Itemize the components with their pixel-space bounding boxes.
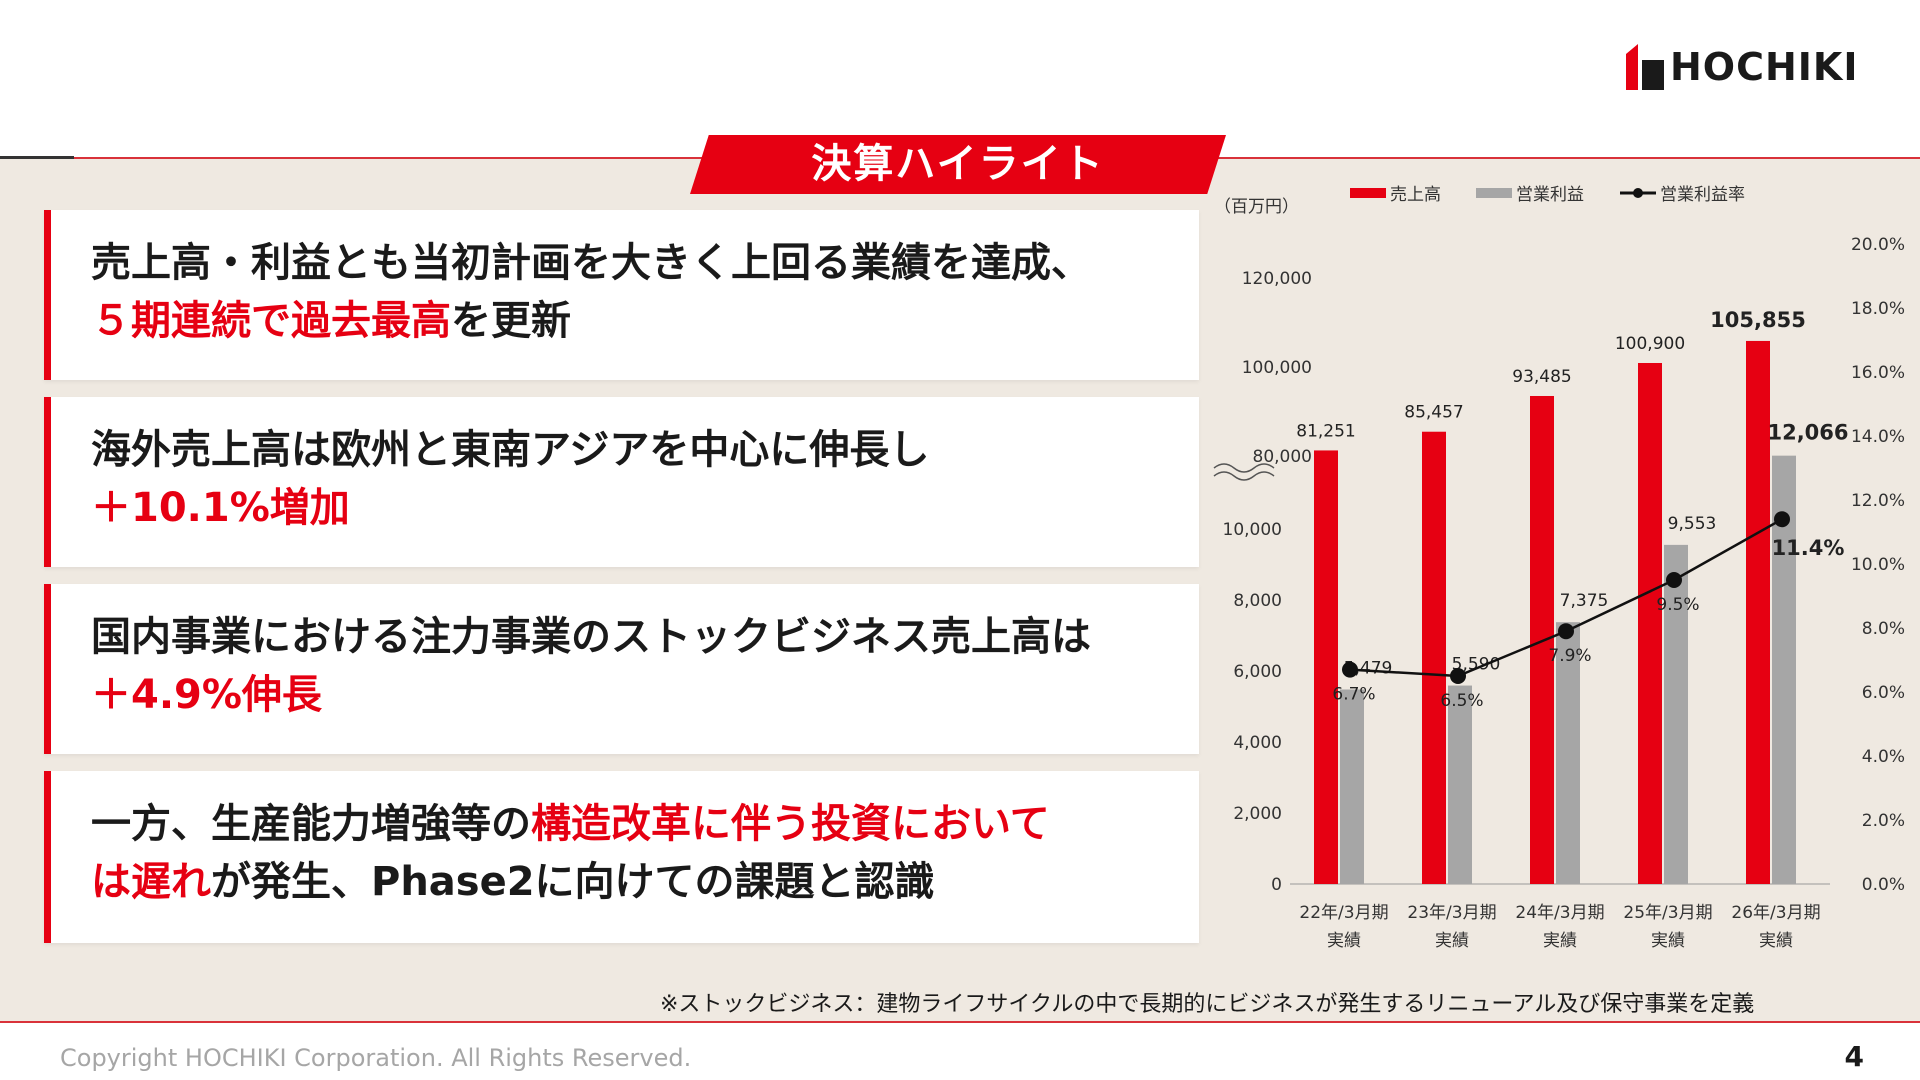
y-tick-label: 0 <box>1271 875 1282 895</box>
top-rule-accent <box>0 156 74 159</box>
x-tick-label: 24年/3月期 <box>1515 903 1604 923</box>
operating-profit-bar <box>1448 685 1472 884</box>
sales-data-label: 85,457 <box>1404 403 1463 423</box>
x-tick-sublabel: 実績 <box>1327 931 1361 951</box>
sales-data-label: 105,855 <box>1710 308 1806 332</box>
operating-margin-data-label: 9.5% <box>1656 595 1699 615</box>
legend-swatch <box>1476 188 1512 198</box>
highlight-emphasis: ＋4.9%伸長 <box>91 672 322 718</box>
operating-profit-data-label: 5,590 <box>1452 655 1501 675</box>
y2-tick-label: 0.0% <box>1862 875 1905 895</box>
highlight-segment: を更新 <box>451 298 571 344</box>
sales-bar <box>1638 362 1662 884</box>
logo-mark-icon <box>1626 44 1664 90</box>
y-tick-label: 10,000 <box>1223 520 1282 540</box>
page-title: 決算ハイライト <box>811 141 1105 187</box>
y2-tick-label: 12.0% <box>1851 491 1905 511</box>
y2-tick-label: 10.0% <box>1851 555 1905 575</box>
operating-profit-data-label: 12,066 <box>1767 421 1848 445</box>
highlight-segment: 国内事業における注力事業のストックビジネス売上高は <box>91 614 1091 660</box>
x-tick-sublabel: 実績 <box>1543 931 1577 951</box>
sales-data-label: 81,251 <box>1296 421 1355 441</box>
y2-tick-label: 16.0% <box>1851 363 1905 383</box>
highlight-card-4: 一方、生産能力増強等の構造改革に伴う投資においては遅れが発生、Phase2に向け… <box>44 771 1199 943</box>
y-tick-label: 4,000 <box>1233 733 1282 753</box>
legend-marker <box>1633 188 1643 198</box>
sales-bar <box>1314 450 1338 884</box>
operating-margin-point <box>1774 511 1790 528</box>
operating-margin-point <box>1558 623 1574 640</box>
y-tick-label: 80,000 <box>1253 447 1312 467</box>
highlight-segment: が発生、Phase2に向けての課題と認識 <box>211 859 935 905</box>
operating-margin-point <box>1450 668 1466 684</box>
highlight-card-2: 海外売上高は欧州と東南アジアを中心に伸長し ＋10.1%増加 <box>44 397 1199 567</box>
highlight-emphasis: ５期連続で過去最高 <box>91 298 451 344</box>
operating-profit-data-label: 9,553 <box>1668 514 1717 534</box>
legend-label: 売上高 <box>1390 185 1441 205</box>
hochiki-logo: HOCHIKI <box>1626 44 1882 90</box>
y2-tick-label: 4.0% <box>1862 747 1905 767</box>
highlight-text-2: 海外売上高は欧州と東南アジアを中心に伸長し ＋10.1%増加 <box>91 421 1179 537</box>
highlight-text-1: 売上高・利益とも当初計画を大きく上回る業績を達成、 ５期連続で過去最高を更新 <box>91 234 1179 350</box>
legend-swatch <box>1350 188 1386 198</box>
legend-label: 営業利益 <box>1516 185 1584 205</box>
sales-bar <box>1422 431 1446 884</box>
logo-text: HOCHIKI <box>1670 45 1859 89</box>
y2-tick-label: 20.0% <box>1851 235 1905 255</box>
y-axis-unit: （百万円） <box>1214 197 1299 217</box>
sales-data-label: 93,485 <box>1512 367 1571 387</box>
x-tick-label: 25年/3月期 <box>1623 903 1712 923</box>
y-tick-label: 8,000 <box>1233 591 1282 611</box>
operating-margin-point <box>1666 572 1682 588</box>
operating-margin-data-label: 6.5% <box>1440 691 1483 711</box>
y-tick-label: 2,000 <box>1233 804 1282 824</box>
highlight-emphasis: は遅れ <box>91 859 211 905</box>
highlight-text-4: 一方、生産能力増強等の構造改革に伴う投資においては遅れが発生、Phase2に向け… <box>91 795 1179 911</box>
y-tick-label: 6,000 <box>1233 662 1282 682</box>
y2-tick-label: 2.0% <box>1862 811 1905 831</box>
operating-profit-bar <box>1340 689 1364 884</box>
operating-profit-bar <box>1664 544 1688 884</box>
operating-margin-point <box>1342 661 1358 678</box>
operating-profit-data-label: 7,375 <box>1560 591 1609 611</box>
bottom-rule <box>0 1021 1920 1023</box>
y2-tick-label: 6.0% <box>1862 683 1905 703</box>
y-tick-label: 100,000 <box>1242 358 1312 378</box>
footnote: ※ストックビジネス：建物ライフサイクルの中で長期的にビジネスが発生するリニューア… <box>660 992 1755 1017</box>
operating-margin-data-label: 7.9% <box>1548 646 1591 666</box>
highlight-segment: 海外売上高は欧州と東南アジアを中心に伸長し <box>91 427 930 473</box>
operating-profit-bar <box>1772 455 1796 884</box>
x-tick-label: 23年/3月期 <box>1407 903 1496 923</box>
y2-tick-label: 14.0% <box>1851 427 1905 447</box>
title-banner <box>690 135 1226 194</box>
axis-break-mark <box>1213 471 1275 481</box>
x-tick-sublabel: 実績 <box>1435 931 1469 951</box>
highlight-emphasis: 構造改革に伴う投資において <box>531 801 1050 847</box>
highlight-card-3: 国内事業における注力事業のストックビジネス売上高は ＋4.9%伸長 <box>44 584 1199 754</box>
x-tick-sublabel: 実績 <box>1759 931 1793 951</box>
operating-margin-data-label: 6.7% <box>1332 685 1375 705</box>
x-tick-label: 22年/3月期 <box>1299 903 1388 923</box>
y2-tick-label: 8.0% <box>1862 619 1905 639</box>
page-number: 4 <box>1844 1040 1864 1073</box>
legend-label: 営業利益率 <box>1660 185 1745 205</box>
axis-break-mark <box>1213 463 1275 473</box>
highlight-card-1: 売上高・利益とも当初計画を大きく上回る業績を達成、 ５期連続で過去最高を更新 <box>44 210 1199 380</box>
earnings-chart: （百万円） 売上高 営業利益 営業利益率 80,000 100,000 120,000 0 2,… <box>1213 185 1905 951</box>
copyright: Copyright HOCHIKI Corporation. All Right… <box>60 1044 692 1072</box>
y2-tick-label: 18.0% <box>1851 299 1905 319</box>
highlight-text-3: 国内事業における注力事業のストックビジネス売上高は ＋4.9%伸長 <box>91 608 1179 724</box>
highlight-segment: 一方、生産能力増強等の <box>91 801 531 847</box>
x-tick-sublabel: 実績 <box>1651 931 1685 951</box>
y-tick-label: 120,000 <box>1242 269 1312 289</box>
sales-bar <box>1746 340 1770 884</box>
operating-profit-bar <box>1556 622 1580 884</box>
highlight-emphasis: ＋10.1%増加 <box>91 485 350 531</box>
operating-margin-data-label: 11.4% <box>1772 536 1845 560</box>
sales-data-label: 100,900 <box>1615 334 1685 354</box>
x-tick-label: 26年/3月期 <box>1731 903 1820 923</box>
highlight-segment: 売上高・利益とも当初計画を大きく上回る業績を達成、 <box>91 240 1091 286</box>
